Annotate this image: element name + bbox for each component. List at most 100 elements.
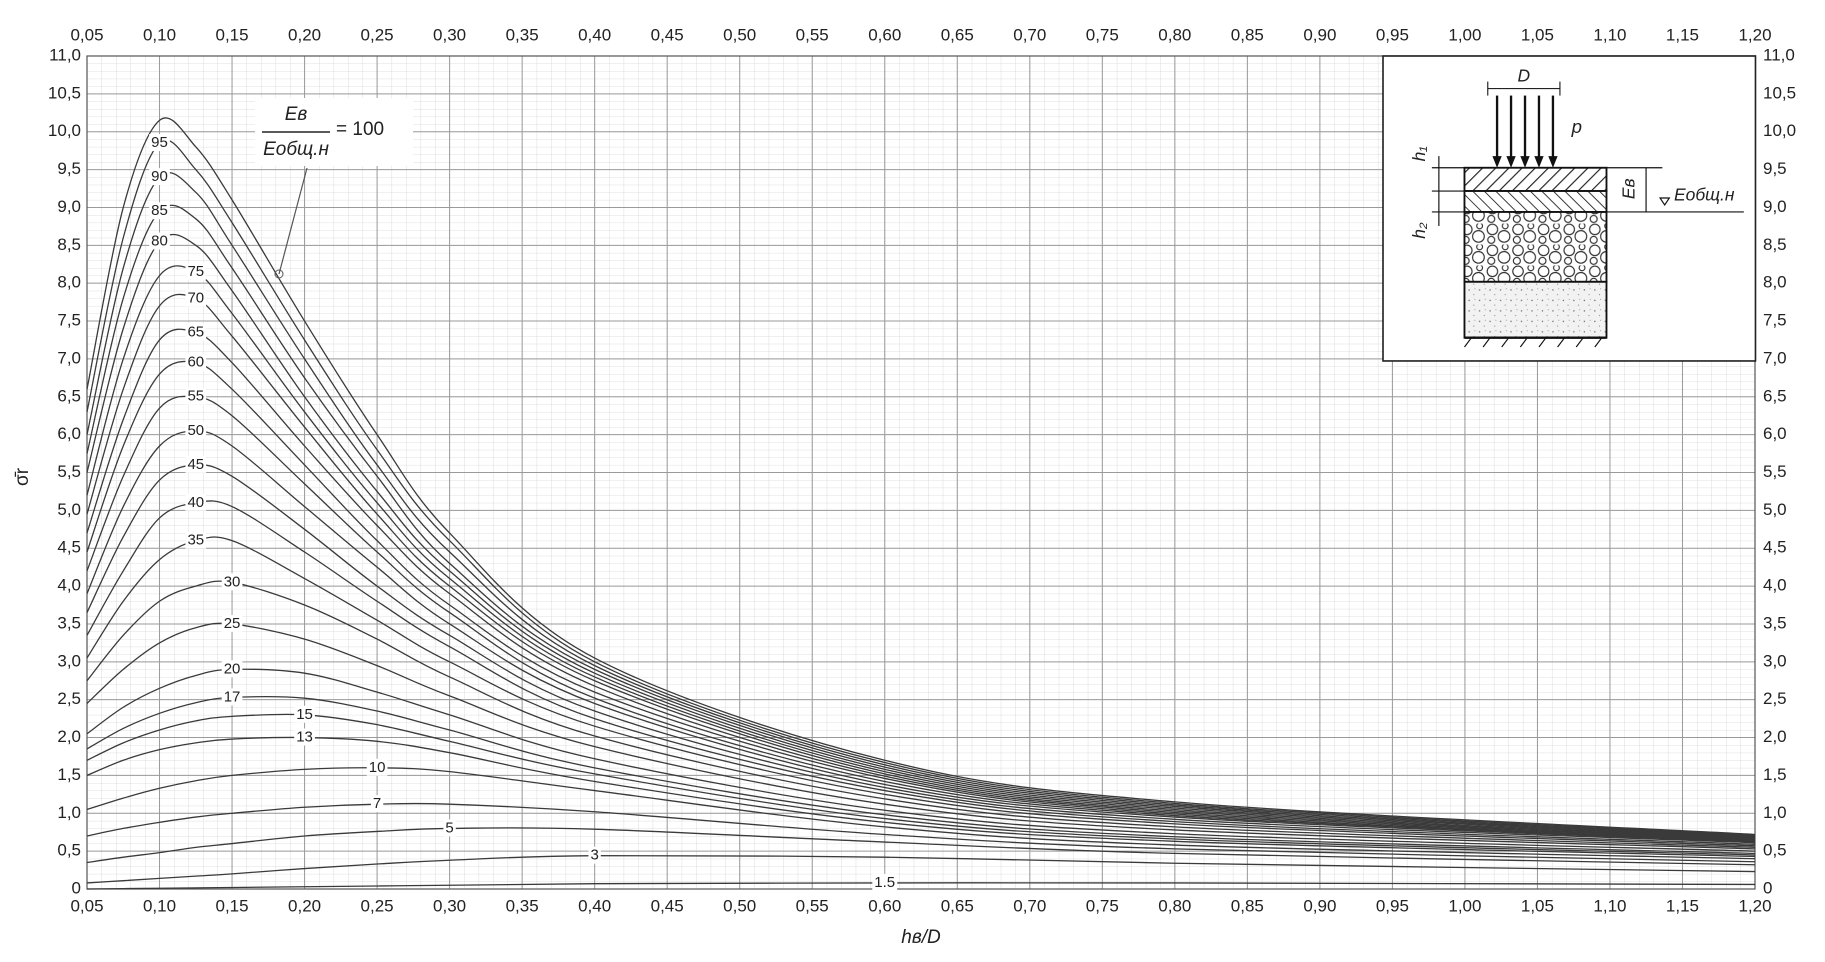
x-tick-label: 0,90 <box>1303 896 1336 915</box>
annotation-denominator: Eобщ.н <box>263 139 329 160</box>
curve <box>86 827 1756 866</box>
curve-label: 95 <box>151 134 168 151</box>
curve <box>86 802 1756 863</box>
y-tick-label: 3,5 <box>57 613 81 632</box>
curve-label-background <box>149 168 170 186</box>
curve <box>86 736 1756 858</box>
curve-label-background <box>185 262 207 280</box>
curve-label: 3 <box>590 847 598 864</box>
inset-label: D <box>1518 66 1531 86</box>
x-tick-label-top: 1,15 <box>1666 25 1699 44</box>
curve-label: 90 <box>151 168 168 185</box>
layer-1 <box>1463 166 1608 192</box>
curve-label-background <box>185 421 207 439</box>
curve-label-background <box>185 323 207 341</box>
y-tick-label-right: 7,5 <box>1763 311 1787 330</box>
curve-label-background <box>221 688 243 706</box>
curve-label: 85 <box>151 202 168 219</box>
layer-gravel <box>1463 211 1608 283</box>
x-tick-label-top: 0,55 <box>796 25 829 44</box>
y-axis-label: σ̄r <box>12 467 33 486</box>
y-tick-label-right: 8,5 <box>1763 235 1787 254</box>
x-tick-label-top: 0,30 <box>433 25 466 44</box>
x-tick-label: 0,15 <box>215 896 248 915</box>
curve-label-background <box>185 289 207 307</box>
x-tick-label: 0,85 <box>1231 896 1264 915</box>
x-tick-label: 0,95 <box>1376 896 1409 915</box>
x-tick-label-top: 0,50 <box>723 25 756 44</box>
y-tick-label-right: 7,0 <box>1763 348 1787 367</box>
ground-hatch <box>1464 336 1607 348</box>
curve-label-background <box>221 573 243 591</box>
y-tick-label: 2,0 <box>57 727 81 746</box>
x-tick-label-top: 0,90 <box>1303 25 1336 44</box>
x-tick-label: 0,25 <box>361 896 394 915</box>
curve-label-background <box>443 819 456 837</box>
curve <box>86 622 1756 850</box>
x-tick-label-top: 0,60 <box>868 25 901 44</box>
y-tick-label-right: 4,0 <box>1763 576 1787 595</box>
y-tick-label: 9,5 <box>57 159 81 178</box>
x-tick-label: 1,10 <box>1593 896 1626 915</box>
curve-label: 7 <box>373 795 381 812</box>
y-tick-label: 10,0 <box>48 121 81 140</box>
y-tick-label-right: 8,0 <box>1763 273 1787 292</box>
thickness-dims <box>1431 156 1465 226</box>
curve-label: 17 <box>224 688 241 705</box>
y-tick-label: 8,0 <box>57 273 81 292</box>
curve-label: 10 <box>369 759 386 776</box>
curve-label-background <box>185 353 207 371</box>
y-tick-label: 10,5 <box>48 83 81 102</box>
x-tick-label-top: 1,10 <box>1593 25 1626 44</box>
x-tick-label: 0,45 <box>651 896 684 915</box>
curve <box>86 265 1756 839</box>
annotation-value: = 100 <box>336 119 384 140</box>
curve <box>86 117 1756 836</box>
x-tick-label-top: 0,05 <box>70 25 103 44</box>
y-tick-label-right: 6,0 <box>1763 424 1787 443</box>
y-tick-label-right: 9,5 <box>1763 159 1787 178</box>
inset-label: h₂ <box>1409 222 1429 239</box>
y-tick-label: 3,0 <box>57 651 81 670</box>
curve <box>86 882 1756 890</box>
x-tick-label: 0,40 <box>578 896 611 915</box>
x-tick-label: 0,05 <box>70 896 103 915</box>
annotation-point <box>274 269 284 279</box>
y-tick-label: 4,0 <box>57 576 81 595</box>
y-tick-label: 11,0 <box>49 45 81 64</box>
x-tick-label-top: 0,75 <box>1086 25 1119 44</box>
curve-label-background <box>588 846 601 864</box>
y-tick-label-right: 10,5 <box>1763 83 1796 102</box>
load-arrows <box>1495 95 1555 159</box>
curve-label: 35 <box>187 532 204 549</box>
x-tick-label: 0,35 <box>506 896 539 915</box>
curve-label-background <box>294 728 315 746</box>
leader-line <box>278 167 308 275</box>
y-tick-label: 6,0 <box>57 424 81 443</box>
x-tick-label-top: 0,35 <box>506 25 539 44</box>
curve <box>86 500 1756 845</box>
curve-label-background <box>149 232 170 250</box>
y-tick-label-right: 6,5 <box>1763 386 1787 405</box>
x-axis-label: hв/D <box>901 927 941 948</box>
curve-label-background <box>872 873 898 891</box>
y-tick-label: 7,0 <box>57 348 81 367</box>
curve-label-background <box>221 660 243 678</box>
x-tick-label-top: 0,80 <box>1158 25 1191 44</box>
x-tick-label-top: 0,70 <box>1013 25 1046 44</box>
curve-label-background <box>185 531 207 549</box>
x-tick-label-top: 0,40 <box>578 25 611 44</box>
curve-label-background <box>221 614 243 632</box>
x-tick-label: 0,10 <box>143 896 176 915</box>
curve-label: 30 <box>224 573 241 590</box>
plot-area: 0,05 0,05 0,10 0,10 0,15 0,15 0,20 0,20 0,25 0,25… <box>48 25 1796 915</box>
x-tick-label-top: 0,10 <box>143 25 176 44</box>
x-tick-label: 1,20 <box>1738 896 1771 915</box>
y-tick-label: 8,5 <box>57 235 81 254</box>
x-tick-label: 0,55 <box>796 896 829 915</box>
x-tick-label-top: 0,85 <box>1231 25 1264 44</box>
x-tick-label: 0,75 <box>1086 896 1119 915</box>
curve-label: 5 <box>445 819 453 836</box>
x-tick-label-top: 0,45 <box>651 25 684 44</box>
